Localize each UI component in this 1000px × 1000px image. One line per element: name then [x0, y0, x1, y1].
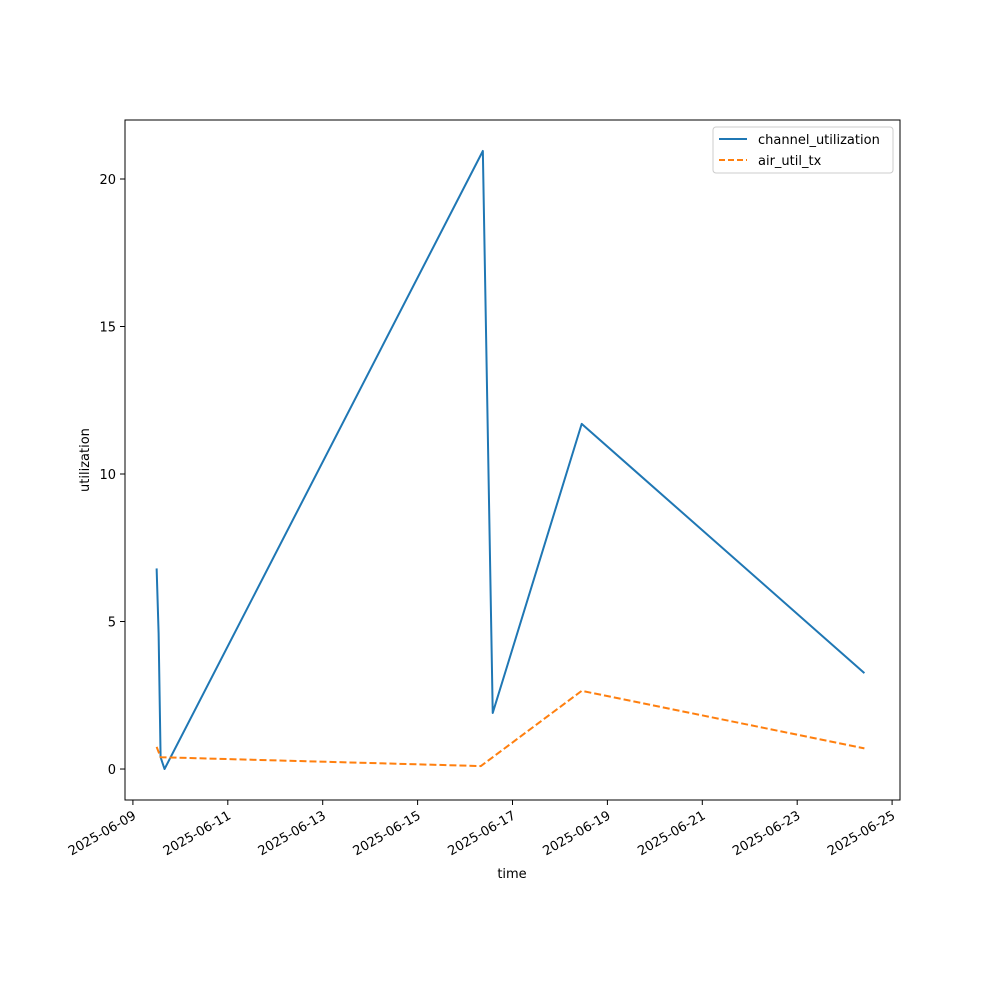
y-axis-label: utilization — [78, 428, 93, 492]
x-tick-label: 2025-06-11 — [161, 808, 234, 859]
y-tick-label: 0 — [108, 763, 116, 778]
y-tick-label: 5 — [108, 616, 116, 631]
series-line-channel-utilization — [155, 149, 866, 771]
x-tick-label: 2025-06-25 — [825, 808, 898, 859]
y-tick-label: 10 — [99, 468, 116, 483]
legend-label-channel-utilization: channel_utilization — [758, 133, 880, 148]
legend-label-air-util-tx: air_util_tx — [758, 154, 822, 169]
x-axis: 2025-06-09 2025-06-11 2025-06-13 2025-06-15… — [66, 800, 898, 859]
x-tick-label: 2025-06-15 — [351, 808, 424, 859]
y-tick-label: 15 — [99, 321, 116, 336]
x-tick-label: 2025-06-17 — [446, 808, 519, 859]
series-layer — [155, 149, 866, 771]
x-tick-label: 2025-06-09 — [66, 808, 139, 859]
x-tick-label: 2025-06-23 — [730, 808, 803, 859]
y-axis: 0 5 10 15 20 — [99, 173, 125, 778]
x-tick-label: 2025-06-21 — [635, 808, 708, 859]
y-tick-label: 20 — [99, 173, 116, 188]
plot-area — [125, 120, 900, 800]
x-tick-label: 2025-06-13 — [256, 808, 329, 859]
x-tick-label: 2025-06-19 — [540, 808, 613, 859]
legend-box — [712, 126, 894, 174]
legend: channel_utilization air_util_tx — [712, 126, 894, 174]
series-line-air-util-tx — [155, 689, 865, 768]
x-axis-label: time — [497, 867, 526, 882]
